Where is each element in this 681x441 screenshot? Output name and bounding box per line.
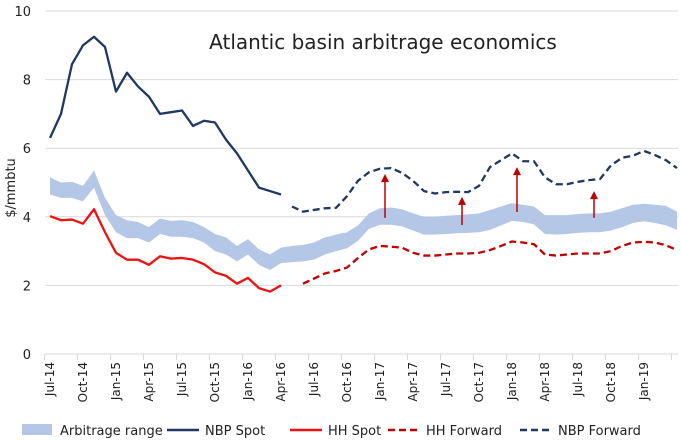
- x-tick-label: Apr-16: [274, 362, 288, 402]
- x-tick-label: Oct-17: [472, 362, 486, 402]
- y-axis-label: $/mmbtu: [4, 158, 19, 218]
- x-tick-label: Jul-18: [571, 362, 585, 397]
- y-tick-label: 0: [23, 348, 31, 363]
- x-tick-label: Jan-15: [109, 362, 123, 401]
- arrow-head-icon: [590, 191, 598, 200]
- nbp-forward-line: [291, 149, 678, 213]
- x-tick-label: Oct-14: [76, 362, 90, 402]
- y-tick-label: 10: [14, 5, 31, 20]
- y-tick-label: 4: [23, 211, 31, 226]
- x-tick-label: Apr-15: [142, 362, 156, 402]
- x-tick-label: Jan-16: [241, 362, 255, 401]
- x-tick-label: Jan-19: [637, 362, 651, 401]
- x-tick-label: Oct-15: [208, 362, 222, 402]
- x-tick-label: Apr-18: [538, 362, 552, 402]
- x-tick-label: Jul-15: [175, 362, 189, 397]
- legend-swatch: [22, 424, 52, 435]
- legend-label: HH Forward: [426, 424, 502, 439]
- x-tick-label: Jan-18: [505, 362, 519, 401]
- arrow-head-icon: [381, 173, 389, 182]
- x-tick-label: Apr-17: [406, 362, 420, 402]
- y-tick-label: 8: [23, 74, 31, 89]
- nbp-spot-line: [48, 35, 282, 196]
- x-tick-label: Jul-16: [307, 362, 321, 397]
- chart-title: Atlantic basin arbitrage economics: [209, 30, 557, 54]
- hh-spot-line: [49, 208, 282, 293]
- x-tick-label: Jan-17: [373, 362, 387, 401]
- y-tick-label: 2: [23, 279, 31, 294]
- hh-forward-line: [302, 240, 678, 285]
- x-tick-label: Jul-14: [43, 362, 57, 397]
- arrow-head-icon: [513, 167, 521, 176]
- legend-label: NBP Spot: [205, 424, 265, 439]
- x-tick-label: Oct-18: [604, 362, 618, 402]
- arbitrage-range-band: [50, 170, 677, 270]
- legend-label: Arbitrage range: [60, 424, 163, 439]
- x-tick-label: Jul-17: [439, 362, 453, 397]
- legend-label: NBP Forward: [558, 424, 641, 439]
- y-tick-label: 6: [23, 142, 31, 157]
- arrow-head-icon: [458, 196, 466, 205]
- x-tick-label: Oct-16: [340, 362, 354, 402]
- legend-label: HH Spot: [328, 424, 381, 439]
